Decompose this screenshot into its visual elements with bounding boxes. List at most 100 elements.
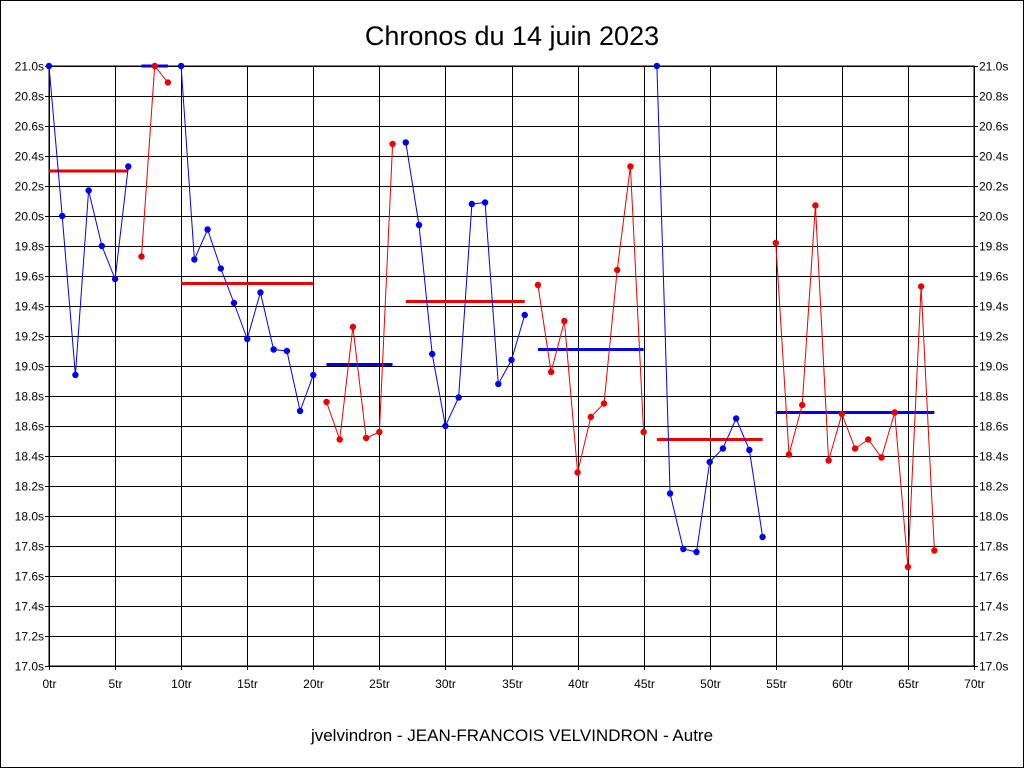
y-tick-label-right: 18.2s [979,480,1008,494]
data-point [230,299,238,307]
series-segment [45,62,132,379]
data-point [561,317,568,325]
y-tick-label-left: 17.2s [15,630,44,644]
y-tick-label-right: 20.2s [979,180,1008,194]
data-point [257,289,264,296]
data-point [164,79,172,86]
data-point [244,335,251,343]
x-tick-label: 40tr [568,677,589,691]
grid [45,65,978,670]
data-point [838,410,846,418]
series-segment [323,140,396,443]
data-point [429,350,436,358]
y-tick-label-left: 19.2s [15,330,44,344]
x-tick-label: 70tr [964,677,985,691]
data-point [508,356,515,364]
data-point [772,239,779,247]
y-tick-label-right: 20.8s [979,90,1008,104]
y-tick-label-right: 20.4s [979,150,1008,164]
data-point [389,140,396,148]
series-line [775,205,935,568]
x-tick-label: 5tr [108,677,122,691]
y-tick-label-left: 20.8s [15,90,44,104]
series-segment [653,62,766,556]
y-tick-label-right: 18.4s [979,450,1008,464]
y-tick-label-right: 19.6s [979,270,1008,284]
chart-title: Chronos du 14 juin 2023 [365,21,659,51]
x-tick-label: 50tr [700,677,721,691]
data-point [666,490,674,497]
data-point [349,323,357,331]
data-point [521,311,528,319]
data-point [98,242,106,250]
y-tick-label-left: 20.0s [15,210,44,224]
data-point [296,407,304,415]
data-point [59,212,66,220]
y-tick-label-right: 18.8s [979,390,1008,404]
series-line [656,65,764,553]
data-point [45,62,53,70]
y-tick-label-left: 21.0s [15,60,44,74]
x-tick-label: 25tr [369,677,390,691]
x-tick-label: 65tr [898,677,919,691]
data-point [680,545,687,553]
y-tick-label-right: 20.0s [979,210,1008,224]
y-tick-label-right: 17.4s [979,600,1008,614]
y-tick-label-left: 17.4s [15,600,44,614]
data-point [693,548,700,556]
data-point [402,139,409,146]
x-tick-label: 45tr [634,677,655,691]
y-tick-label-right: 19.0s [979,360,1008,374]
data-point [125,163,132,170]
data-point [851,445,859,452]
data-point [653,62,661,70]
data-point [640,428,647,436]
x-tick-label: 20tr [303,677,324,691]
data-point [111,275,119,283]
y-tick-label-right: 17.8s [979,540,1008,554]
y-tick-label-right: 21.0s [979,60,1008,74]
data-point [799,401,806,409]
data-point [177,62,185,70]
x-tick-label: 15tr [237,677,258,691]
data-point [138,253,145,260]
data-point [732,415,740,422]
data-point [917,283,925,290]
data-point [323,398,330,406]
tick-labels: 17.0s 17.0s 17.2s 17.2s 17.4s 17.4s 17.6s 17.6s… [15,60,1009,692]
data-point [336,436,343,443]
y-tick-label-left: 18.8s [15,390,44,404]
data-point [825,457,832,464]
data-point [85,187,92,194]
data-point [442,422,449,430]
y-tick-label-left: 19.6s [15,270,44,284]
data-point [217,265,224,272]
data-point [191,256,198,263]
series-segment [177,62,317,415]
data-point [270,346,277,353]
x-tick-label: 55tr [766,677,787,691]
y-tick-label-left: 20.6s [15,120,44,134]
series-segment [534,163,647,476]
data-point [362,434,370,442]
data-point [574,469,581,476]
series-segment [402,139,528,430]
x-tick-label: 0tr [42,677,56,691]
y-tick-label-left: 18.2s [15,480,44,494]
y-tick-label-left: 19.8s [15,240,44,254]
data-point [878,454,885,461]
y-tick-label-left: 20.2s [15,180,44,194]
y-tick-label-left: 19.0s [15,360,44,374]
y-tick-label-right: 19.2s [979,330,1008,344]
data-point [534,281,542,289]
y-tick-label-right: 19.4s [979,300,1008,314]
series-line [141,64,169,257]
data-point [891,409,898,416]
y-tick-label-right: 20.6s [979,120,1008,134]
data-point [415,221,423,229]
data-point [455,394,462,401]
x-tick-label: 35tr [502,677,523,691]
data-point [310,371,317,379]
data-point [865,436,872,443]
y-tick-label-left: 18.4s [15,450,44,464]
